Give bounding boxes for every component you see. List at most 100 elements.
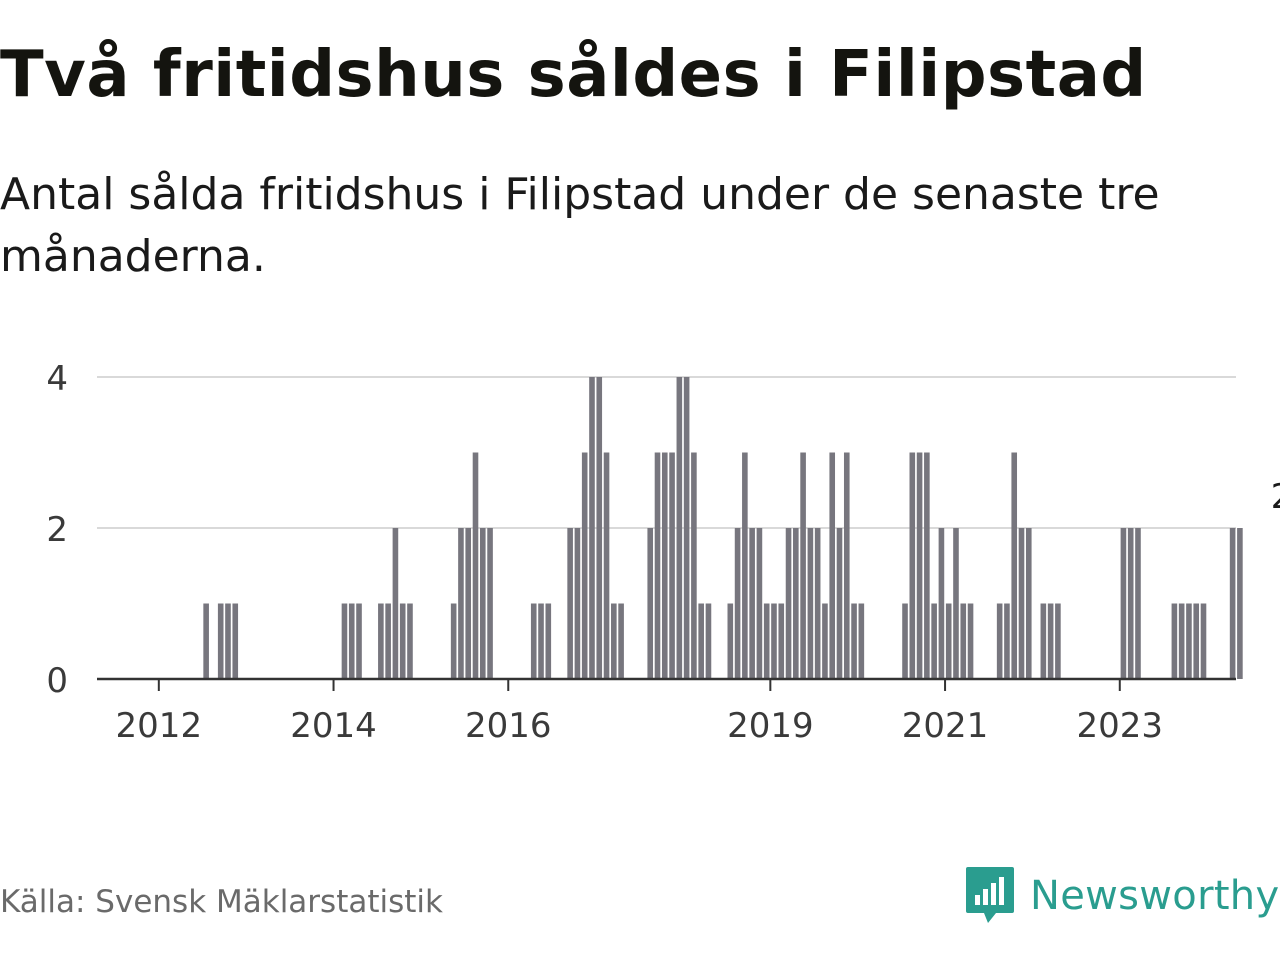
bar [742,452,748,679]
bar [356,603,362,679]
brand-logo: Newsworthy [964,864,1279,928]
bar [487,528,493,679]
bar [1120,528,1127,679]
x-tick-label: 2023 [1077,706,1164,746]
bar [698,603,704,679]
bar [858,603,865,679]
source-note: Källa: Svensk Mäklarstatistik [0,884,443,920]
bar [661,452,668,679]
bar [734,528,741,679]
bar [581,452,588,679]
bar [479,528,486,679]
bar [822,603,828,679]
bar [945,603,952,679]
bar [705,603,712,679]
bar [836,528,843,679]
bar [1018,528,1025,679]
bar [589,377,595,679]
bar [399,603,406,679]
bar [807,528,814,679]
bar [603,452,610,679]
data-labels: 2 [1271,477,1280,517]
x-axis-ticks: 2012 2014 2016 2019 2021 2023 [116,679,1163,746]
bar [647,528,654,679]
bar [763,603,770,679]
bar [1193,603,1200,679]
bar [545,603,552,679]
chart-title: Två fritidshus såldes i Filipstad [0,38,1147,112]
bar [458,528,464,679]
bar [407,603,413,679]
bar [683,377,690,679]
bar [800,452,806,679]
y-tick-label: 0 [46,661,68,701]
bar [1025,528,1032,679]
bar [385,603,391,679]
bar [1186,603,1192,679]
bar [1127,528,1134,679]
bar [953,528,959,679]
bar [1055,603,1061,679]
brand-name: Newsworthy [1030,873,1280,919]
bar [851,603,857,679]
bar [596,377,603,679]
bar [1171,603,1178,679]
bar [1237,528,1243,679]
bar [931,603,937,679]
bar [967,603,974,679]
bar [749,528,755,679]
chart-subtitle: Antal sålda fritidshus i Filipstad under… [0,169,1160,282]
bar [392,528,399,679]
bar [530,603,537,679]
bar [938,528,945,679]
bar [1011,452,1018,679]
bar [843,452,850,679]
bar [465,528,472,679]
bar [793,528,799,679]
bar [348,603,355,679]
bar [960,603,967,679]
bar [654,452,661,679]
bar [574,528,581,679]
bar [217,603,224,679]
bar [785,528,792,679]
bar [814,528,821,679]
highlight-value-label: 2 [1271,477,1280,517]
bar [676,377,683,679]
bar [902,603,908,679]
y-tick-label: 4 [46,359,68,399]
bar [829,452,836,679]
bar [232,603,239,679]
bar [909,452,916,679]
bar [756,528,763,679]
x-tick-label: 2012 [116,706,203,746]
bar [996,603,1003,679]
bar [924,452,930,679]
bar [669,452,675,679]
bar [1047,603,1054,679]
bar [1004,603,1010,679]
bar [225,603,231,679]
bar [618,603,624,679]
x-tick-label: 2014 [290,706,377,746]
bar [1135,528,1141,679]
bar [567,528,573,679]
bar [778,603,785,679]
x-tick-label: 2021 [902,706,989,746]
x-tick-label: 2016 [465,706,552,746]
bar [727,603,734,679]
bar [538,603,544,679]
bar [1200,603,1207,679]
bar [378,603,384,679]
bar [771,603,777,679]
y-tick-label: 2 [46,510,68,550]
bar [916,452,923,679]
bar [691,452,697,679]
bar [450,603,457,679]
bar [611,603,617,679]
y-axis-ticks: 0 2 4 [46,359,68,701]
newsworthy-logo-icon [966,867,1014,923]
bar [341,603,348,679]
bars [203,377,1243,679]
